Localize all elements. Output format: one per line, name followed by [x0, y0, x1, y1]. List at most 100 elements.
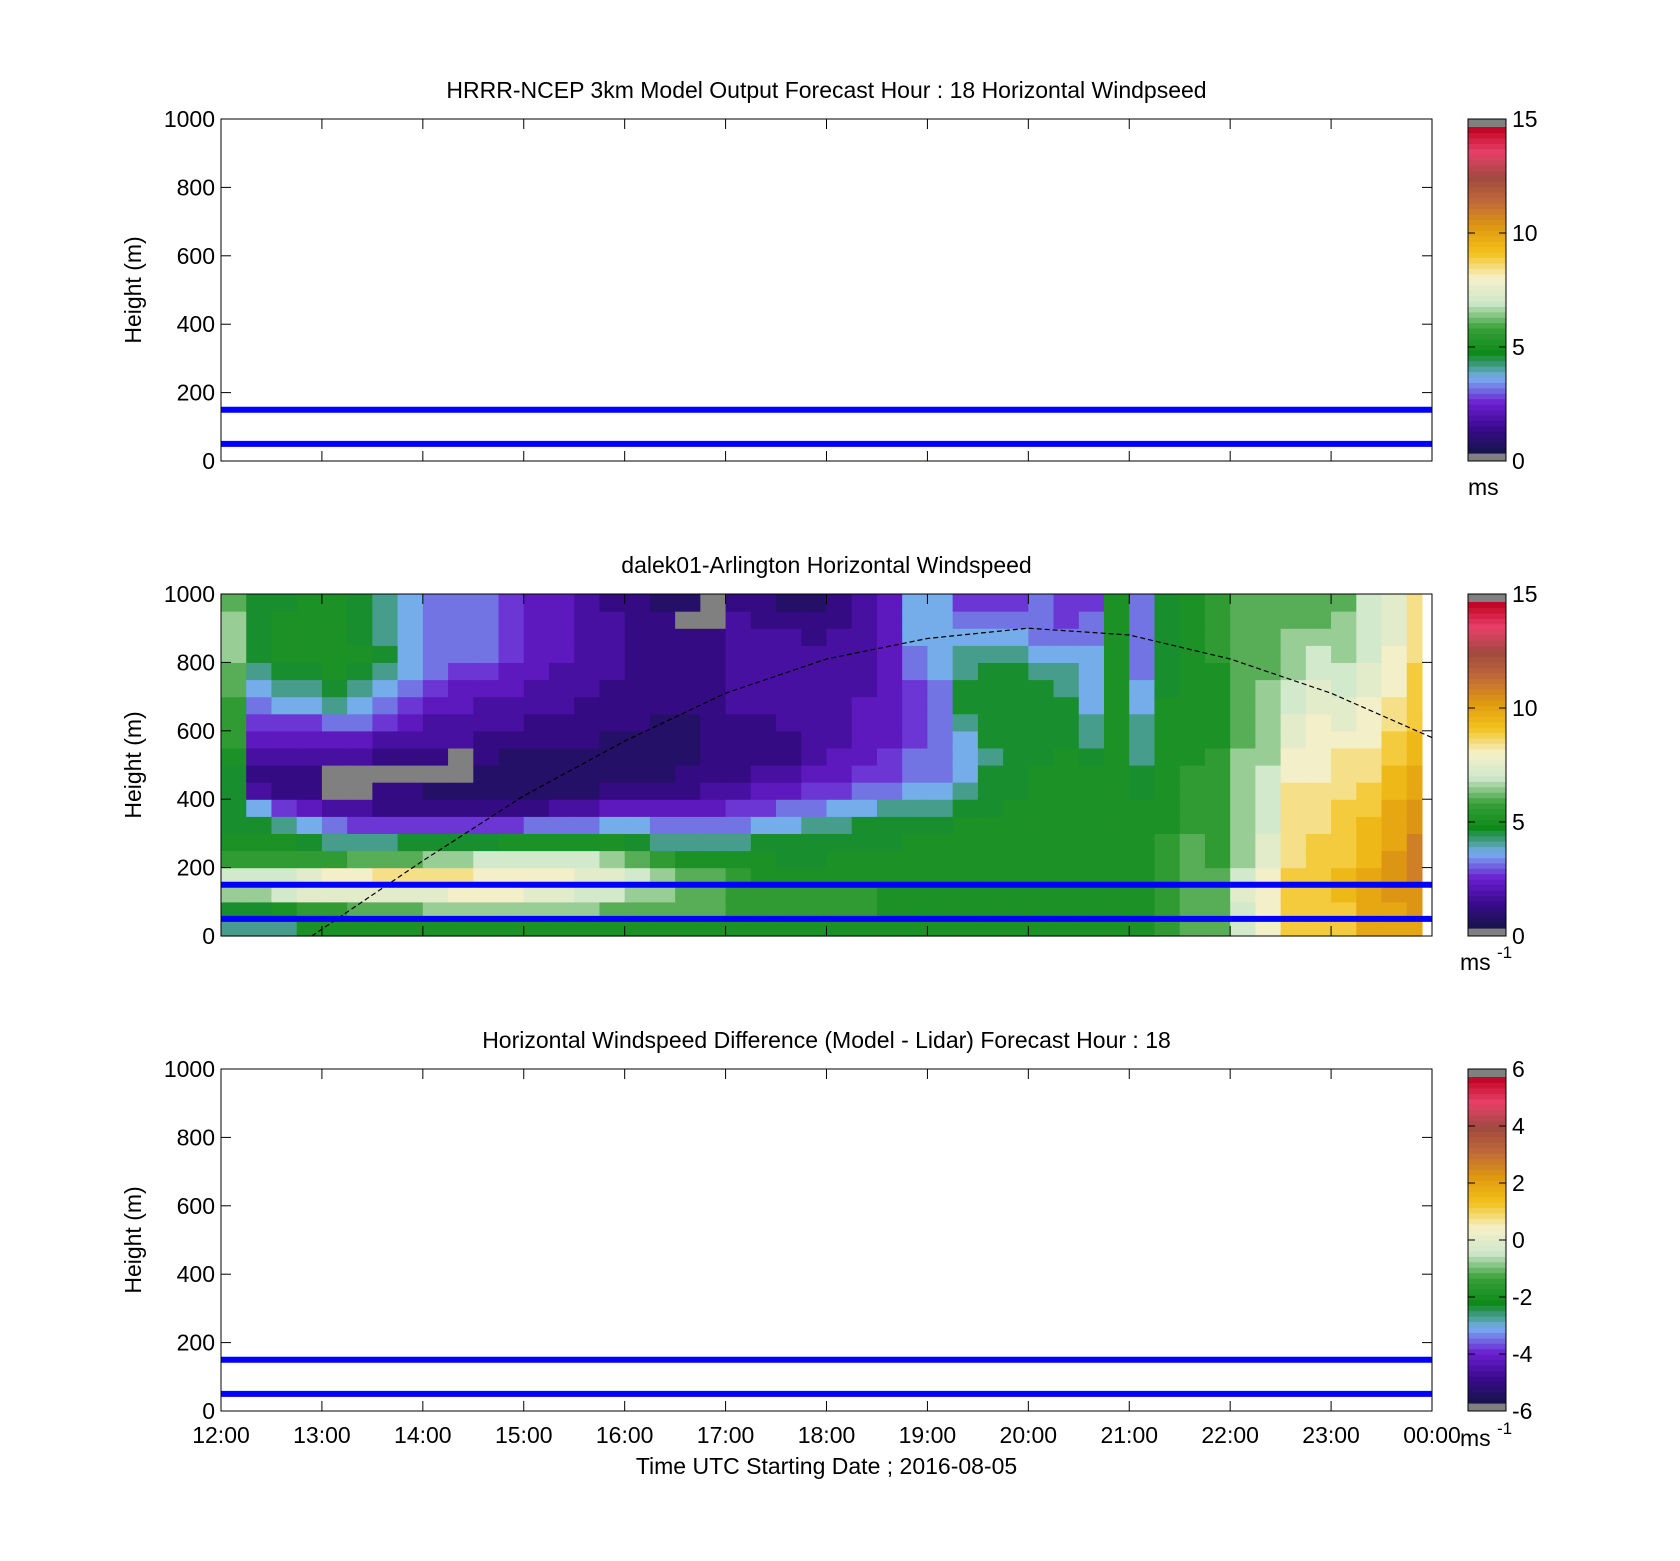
- heatmap-cell: [1129, 730, 1156, 749]
- heatmap-cell: [675, 662, 701, 681]
- colorbar-band: [1468, 650, 1506, 657]
- colorbar-under: [1468, 928, 1506, 936]
- colorbar-band: [1468, 273, 1506, 280]
- heatmap-cell: [1053, 628, 1080, 646]
- heatmap-cell: [700, 696, 727, 715]
- colorbar-band: [1468, 311, 1506, 318]
- heatmap-cell: [372, 713, 399, 732]
- heatmap-cell: [523, 611, 550, 629]
- heatmap-cell: [548, 850, 575, 869]
- heatmap-cell: [448, 765, 474, 783]
- colorbar-band: [1468, 175, 1506, 182]
- heatmap-cell: [750, 782, 777, 800]
- heatmap-cell: [1104, 713, 1130, 732]
- heatmap-cell: [1280, 833, 1307, 852]
- heatmap-cell: [1356, 799, 1383, 817]
- heatmap-cell: [498, 918, 525, 937]
- heatmap-cell: [347, 850, 373, 869]
- heatmap-cell: [1305, 747, 1332, 766]
- heatmap-cell: [1204, 747, 1231, 766]
- heatmap-cell: [1078, 730, 1105, 749]
- heatmap-cell: [675, 594, 701, 612]
- heatmap-cell: [397, 901, 424, 920]
- heatmap-cell: [448, 816, 474, 834]
- heatmap-cell: [1053, 747, 1080, 766]
- heatmap-cell: [473, 867, 500, 886]
- heatmap-cell: [397, 594, 424, 612]
- heatmap-cell: [1230, 918, 1256, 937]
- heatmap-cell: [1280, 850, 1307, 869]
- heatmap-cell: [649, 833, 676, 852]
- heatmap-cell: [473, 713, 500, 732]
- heatmap-cell: [1381, 696, 1408, 715]
- heatmap-cell: [574, 816, 601, 834]
- heatmap-cell: [801, 765, 828, 783]
- heatmap-cell: [422, 662, 449, 681]
- colorbar-band: [1468, 165, 1506, 172]
- colorbar-band: [1468, 1326, 1506, 1333]
- heatmap-cell: [1255, 833, 1282, 852]
- heatmap-cell: [221, 765, 247, 783]
- colorbar-band: [1468, 382, 1506, 389]
- y-tick-label: 200: [177, 1330, 215, 1356]
- heatmap-cell: [1280, 730, 1307, 749]
- heatmap-cell: [1154, 765, 1181, 783]
- heatmap-cell: [548, 679, 575, 698]
- heatmap-cell: [599, 901, 626, 920]
- heatmap-cell: [1406, 765, 1423, 783]
- heatmap-cell: [826, 713, 853, 732]
- heatmap-cell: [221, 696, 247, 715]
- heatmap-cell: [1028, 611, 1055, 629]
- heatmap-cell: [1104, 765, 1130, 783]
- heatmap-cell: [221, 730, 247, 749]
- colorbar-band: [1468, 1163, 1506, 1170]
- heatmap-cell: [246, 850, 273, 869]
- heatmap-cell: [473, 901, 500, 920]
- heatmap-cell: [700, 662, 727, 681]
- heatmap-cell: [1230, 696, 1256, 715]
- colorbar-band: [1468, 431, 1506, 438]
- heatmap-cell: [271, 901, 298, 920]
- heatmap-cell: [397, 730, 424, 749]
- colorbar-band: [1468, 1125, 1506, 1132]
- heatmap-cell: [977, 662, 1004, 681]
- heatmap-cell: [952, 833, 979, 852]
- heatmap-cell: [1078, 696, 1105, 715]
- heatmap-cell: [523, 901, 550, 920]
- colorbar-band: [1468, 716, 1506, 723]
- panel-1: 0 200 400 600 800 1000 HRRR-NCEP 3km Model Out…: [120, 77, 1538, 500]
- heatmap-cell: [1028, 867, 1055, 886]
- heatmap-cell: [1003, 662, 1029, 681]
- colorbar-band: [1468, 1392, 1506, 1399]
- heatmap-cell: [1406, 782, 1423, 800]
- heatmap-cell: [851, 747, 878, 766]
- colorbar-band: [1468, 1321, 1506, 1328]
- heatmap-cell: [1104, 679, 1130, 698]
- heatmap-cell: [372, 901, 399, 920]
- colorbar-unit-sup: -1: [1497, 1419, 1512, 1438]
- heatmap-cell: [1003, 799, 1029, 817]
- heatmap-cell: [1028, 799, 1055, 817]
- heatmap-cell: [296, 765, 323, 783]
- colorbar-band: [1468, 911, 1506, 918]
- heatmap-cell: [1255, 611, 1282, 629]
- heatmap-cell: [952, 918, 979, 937]
- colorbar-band: [1468, 306, 1506, 313]
- colorbar-band: [1468, 612, 1506, 619]
- heatmap-cell: [725, 884, 752, 903]
- heatmap-cell: [296, 884, 323, 903]
- heatmap-cell: [927, 679, 954, 698]
- colorbar-band: [1468, 300, 1506, 307]
- heatmap-cell: [1381, 662, 1408, 681]
- colorbar-band: [1468, 678, 1506, 685]
- heatmap-cell: [851, 765, 878, 783]
- heatmap-cell: [1255, 901, 1282, 920]
- heatmap-cell: [574, 901, 601, 920]
- heatmap-cell: [221, 713, 247, 732]
- colorbar-band: [1468, 765, 1506, 772]
- heatmap-cell: [1129, 867, 1156, 886]
- heatmap-cell: [952, 696, 979, 715]
- colorbar-band: [1468, 143, 1506, 150]
- heatmap-cell: [902, 662, 929, 681]
- heatmap-cell: [1154, 867, 1181, 886]
